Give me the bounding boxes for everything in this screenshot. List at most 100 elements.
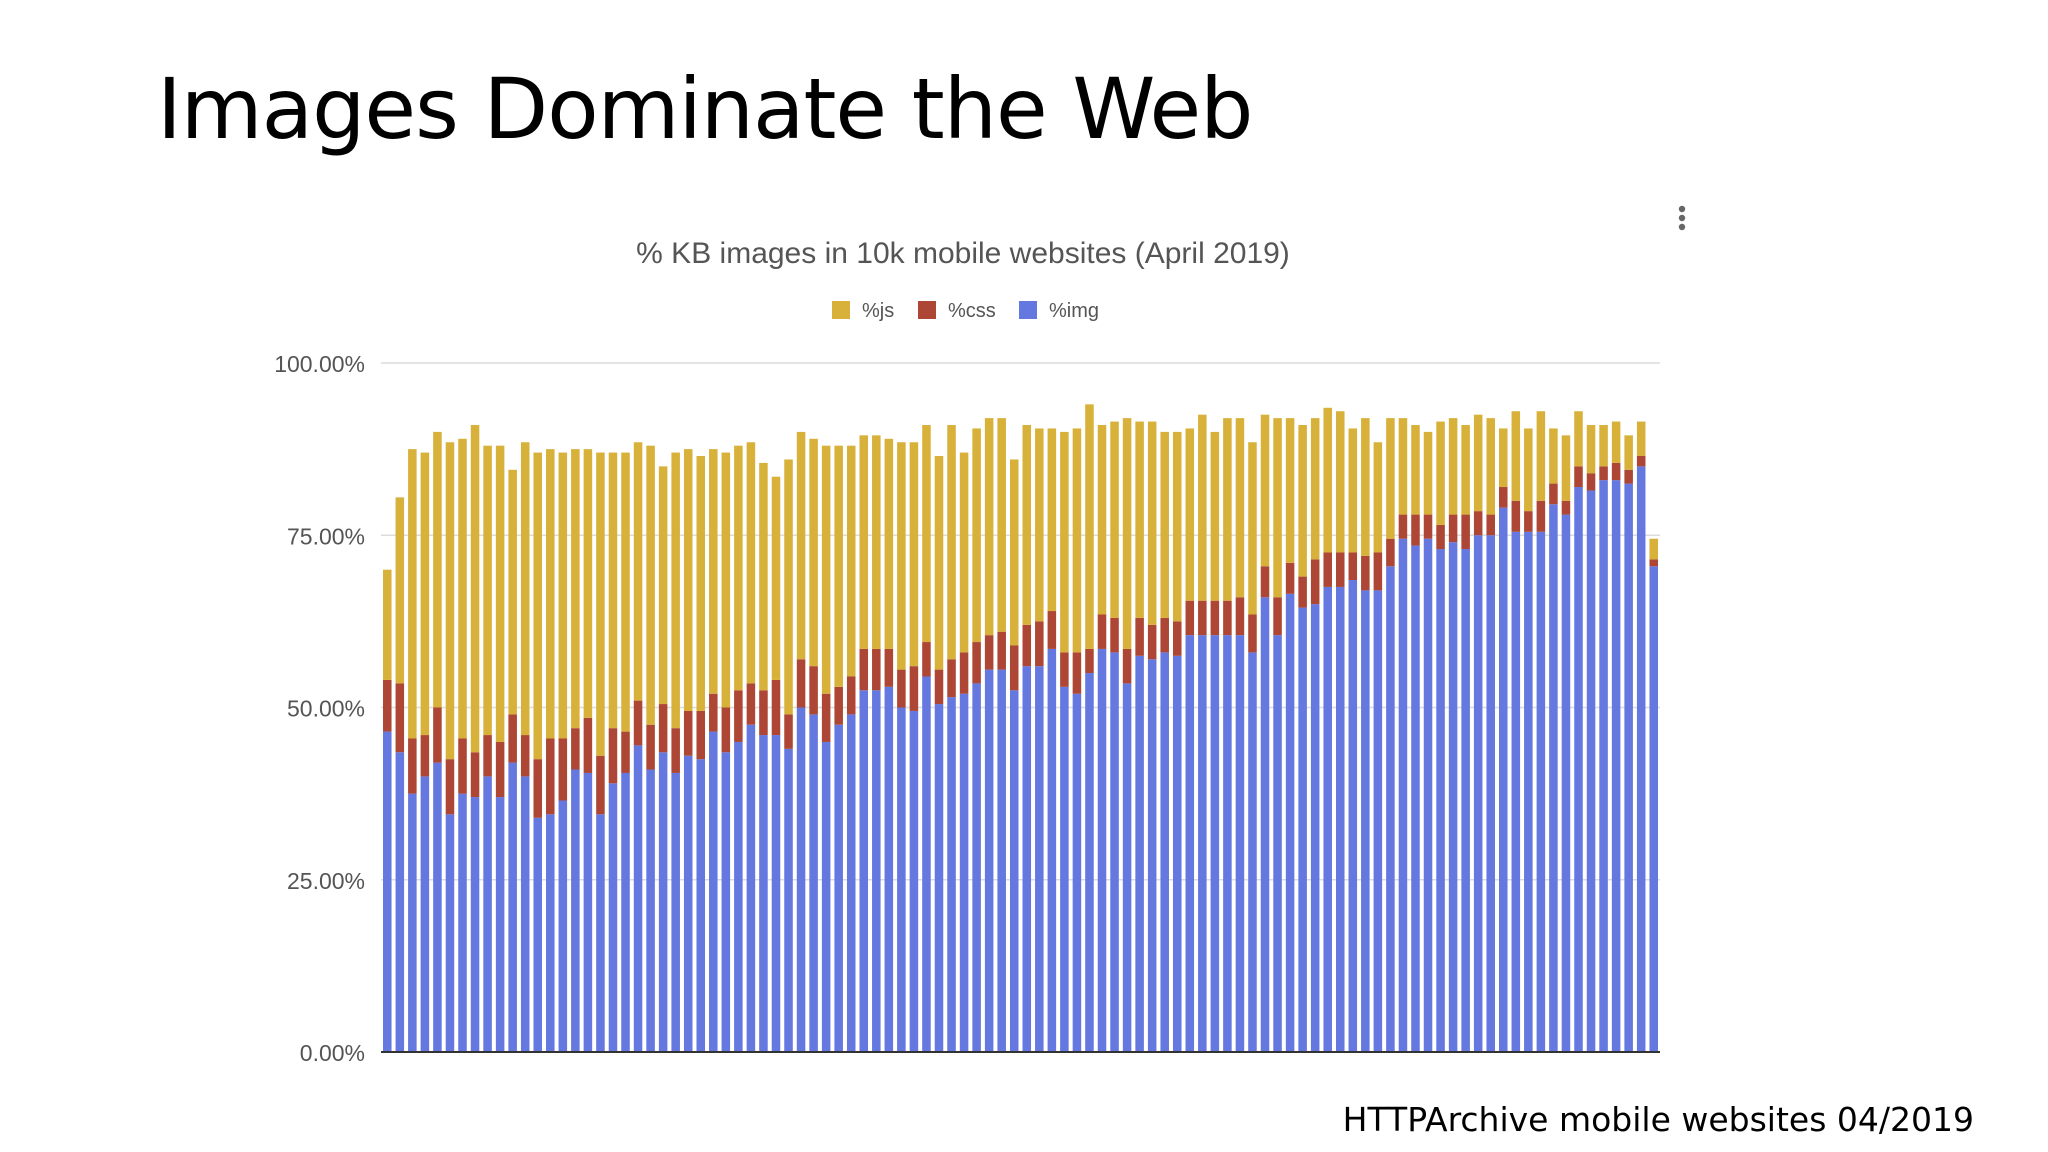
bar-img	[408, 793, 417, 1053]
bar-img	[1060, 686, 1069, 1052]
bar-img	[533, 817, 543, 1052]
bar-img	[621, 772, 630, 1052]
more-vert-icon[interactable]	[1670, 204, 1694, 236]
bar-img	[1436, 549, 1445, 1052]
bar-css	[433, 707, 442, 763]
bar-js	[884, 438, 894, 649]
bar-img	[947, 697, 956, 1052]
bar-css	[1624, 469, 1633, 484]
bar-js	[696, 456, 706, 711]
y-tick-label: 75.00%	[287, 523, 365, 549]
bar-js	[1348, 428, 1358, 553]
bar-js	[1298, 425, 1307, 577]
bar-css	[1348, 552, 1358, 581]
bar-css	[846, 676, 856, 715]
bar-img	[884, 686, 894, 1052]
bar-js	[759, 462, 768, 691]
bar-js	[771, 476, 781, 680]
bar-img	[897, 707, 906, 1052]
bar-js	[872, 435, 881, 649]
bar-img	[1348, 580, 1358, 1052]
bar-img	[759, 735, 768, 1052]
bar-img	[1147, 659, 1157, 1052]
bar-img	[721, 752, 731, 1052]
bar-css	[683, 710, 693, 756]
bar-css	[1097, 614, 1107, 649]
bar-css	[859, 648, 869, 691]
bar-css	[1085, 648, 1094, 674]
bar-css	[821, 693, 831, 742]
bar-js	[1273, 418, 1282, 598]
bar-js	[1473, 414, 1483, 512]
bar-css	[1248, 614, 1257, 653]
bar-js	[897, 442, 906, 670]
bar-img	[872, 690, 881, 1052]
bar-js	[1436, 421, 1445, 525]
bar-css	[1586, 473, 1596, 491]
bar-img	[1524, 531, 1533, 1052]
bar-js	[709, 449, 718, 694]
bar-js	[683, 449, 693, 711]
bar-img	[1009, 690, 1019, 1052]
bar-css	[495, 741, 505, 798]
bar-img	[696, 759, 706, 1052]
bar-img	[1185, 635, 1195, 1052]
bar-css	[508, 714, 517, 763]
bar-js	[1561, 435, 1571, 501]
chart-legend: %js %css %img	[832, 300, 1099, 322]
bar-img	[1411, 545, 1420, 1052]
bar-css	[1060, 652, 1069, 687]
bar-css	[834, 686, 843, 725]
bar-css	[1636, 456, 1646, 467]
bar-css	[1135, 617, 1144, 656]
bar-img	[972, 683, 981, 1052]
bar-css	[1210, 600, 1220, 636]
bar-css	[1223, 600, 1232, 636]
bar-img	[458, 793, 467, 1053]
bar-css	[1298, 576, 1307, 608]
bar-css	[984, 635, 994, 670]
bar-img	[1486, 535, 1495, 1052]
bar-js	[458, 438, 467, 739]
bar-img	[1260, 597, 1270, 1052]
bar-js	[1085, 404, 1094, 649]
bar-img	[1310, 604, 1320, 1052]
bar-css	[1411, 514, 1420, 546]
bar-img	[508, 762, 517, 1052]
bar-js	[1047, 428, 1057, 612]
y-tick-label: 0.00%	[300, 1040, 365, 1066]
bar-css	[1649, 559, 1658, 567]
bar-img	[671, 772, 680, 1052]
bar-img	[1323, 586, 1332, 1052]
bar-css	[1285, 562, 1295, 594]
bar-img	[1423, 538, 1433, 1052]
bar-css	[1335, 552, 1345, 587]
bar-css	[520, 735, 530, 777]
bar-img	[1361, 590, 1370, 1052]
bar-js	[984, 418, 994, 636]
bar-img	[922, 676, 931, 1052]
bar-css	[1423, 514, 1433, 539]
bar-css	[1072, 652, 1082, 694]
bar-js	[1335, 411, 1345, 553]
bar-css	[483, 735, 492, 777]
bar-img	[846, 714, 856, 1052]
bar-img	[784, 748, 793, 1052]
bar-css	[1361, 555, 1370, 591]
legend-swatch	[832, 301, 850, 319]
bar-css	[1574, 466, 1583, 488]
bar-img	[583, 772, 593, 1052]
bar-js	[734, 445, 743, 691]
bar-js	[408, 449, 417, 739]
bar-css	[420, 735, 430, 777]
bar-img	[1649, 566, 1658, 1052]
bar-js	[1398, 418, 1408, 515]
bar-img	[1235, 635, 1245, 1052]
bar-css	[1599, 466, 1608, 481]
bar-img	[1511, 531, 1521, 1052]
bar-js	[1586, 425, 1596, 474]
bar-img	[1611, 480, 1621, 1052]
bar-img	[1335, 586, 1345, 1052]
legend-item: %css	[918, 300, 996, 322]
bar-img	[1248, 652, 1257, 1052]
